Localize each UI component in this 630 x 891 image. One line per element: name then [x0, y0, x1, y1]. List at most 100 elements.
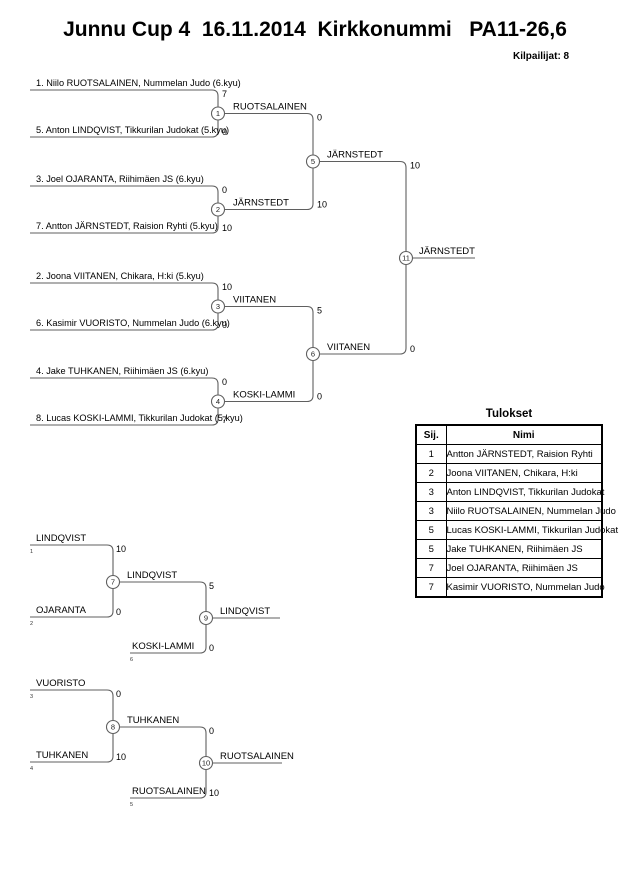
- match-circles: 1 2 3 4 5 6 11 7 9 8 10: [105, 106, 414, 771]
- name-cell: Niilo RUOTSALAINEN, Nummelan Judo: [445, 501, 616, 521]
- champion-name: JÄRNSTEDT: [419, 246, 475, 257]
- table-row: 7 Kasimir VUORISTO, Nummelan Judo: [415, 577, 605, 598]
- name-cell: Kasimir VUORISTO, Nummelan Judo: [445, 577, 605, 598]
- winner-name: RUOTSALAINEN: [233, 102, 307, 113]
- match-number: 7: [111, 578, 115, 587]
- match-score: 10: [222, 282, 232, 292]
- name-cell: Lucas KOSKI-LAMMI, Tikkurilan Judokat: [445, 520, 618, 540]
- placement-cell: 1: [415, 444, 447, 464]
- match-score: 0: [410, 344, 415, 354]
- page-title: Junnu Cup 4 16.11.2014 Kirkkonummi PA11-…: [63, 18, 567, 41]
- winner-name: VIITANEN: [327, 342, 370, 353]
- match-score: 0: [209, 726, 214, 736]
- table-row: 1 Antton JÄRNSTEDT, Raision Ryhti: [415, 444, 603, 464]
- placement-cell: 3: [415, 482, 447, 502]
- column-header-sij: Sij.: [415, 424, 447, 445]
- winner-name: LINDQVIST: [220, 606, 270, 617]
- column-header-nimi: Nimi: [445, 424, 603, 445]
- placement-cell: 3: [415, 501, 447, 521]
- player-name: VUORISTO: [36, 678, 85, 689]
- match-score: 0: [317, 113, 322, 123]
- player-name: 2. Joona VIITANEN, Chikara, H:ki (5.kyu): [36, 271, 204, 281]
- bracket-connector-semi5: [224, 112, 314, 211]
- match-number: 3: [216, 302, 220, 311]
- competitors-count: Kilpailijat: 8: [513, 51, 570, 62]
- placement-cell: 7: [415, 577, 447, 598]
- match-score: 7: [222, 89, 227, 99]
- table-row: 5 Jake TUHKANEN, Riihimäen JS: [415, 539, 603, 559]
- results-table: Sij. Nimi 1 Antton JÄRNSTEDT, Raision Ry…: [415, 424, 618, 598]
- results-panel: Tulokset Sij. Nimi 1 Antton JÄRNSTEDT, R…: [415, 408, 618, 598]
- name-cell: Joel OJARANTA, Riihimäen JS: [445, 558, 603, 578]
- player-name: KOSKI-LAMMI: [132, 641, 194, 652]
- player-name: TUHKANEN: [36, 750, 88, 761]
- table-row: 3 Anton LINDQVIST, Tikkurilan Judokat: [415, 482, 604, 502]
- match-score: 0: [116, 689, 121, 699]
- source-match-ref: 5: [130, 802, 133, 808]
- player-name: 4. Jake TUHKANEN, Riihimäen JS (6.kyu): [36, 366, 208, 376]
- winner-name: JÄRNSTEDT: [327, 150, 383, 161]
- placement-cell: 2: [415, 463, 447, 483]
- player-name: 7. Antton JÄRNSTEDT, Raision Ryhti (5.ky…: [36, 221, 218, 231]
- winner-name: TUHKANEN: [127, 715, 179, 726]
- player-name: OJARANTA: [36, 605, 87, 616]
- winner-name: KOSKI-LAMMI: [233, 390, 295, 401]
- source-match-ref: 4: [30, 766, 33, 772]
- match-score: 10: [410, 161, 420, 171]
- winner-name: RUOTSALAINEN: [220, 751, 294, 762]
- bracket-connector-semi6: [224, 305, 314, 403]
- source-match-ref: 1: [30, 549, 33, 555]
- source-match-ref: 6: [130, 657, 133, 663]
- repechage-a-connector-match7: [30, 544, 114, 618]
- bracket-connector-match3: [30, 282, 219, 331]
- match-number: 11: [402, 254, 410, 263]
- table-row: 7 Joel OJARANTA, Riihimäen JS: [415, 558, 603, 578]
- match-score: 0: [116, 607, 121, 617]
- player-name: 5. Anton LINDQVIST, Tikkurilan Judokat (…: [36, 125, 229, 135]
- name-cell: Joona VIITANEN, Chikara, H:ki: [445, 463, 603, 483]
- match-score: 5: [317, 306, 322, 316]
- match-score: 10: [222, 223, 232, 233]
- winner-name: JÄRNSTEDT: [233, 198, 289, 209]
- match-number: 6: [311, 350, 315, 359]
- name-cell: Jake TUHKANEN, Riihimäen JS: [445, 539, 603, 559]
- winner-name: VIITANEN: [233, 295, 276, 306]
- match-score: 5: [209, 581, 214, 591]
- match-score: 0: [317, 392, 322, 402]
- match-score: 0: [209, 643, 214, 653]
- source-match-ref: 2: [30, 621, 33, 627]
- match-number: 5: [311, 157, 315, 166]
- match-score: 10: [209, 788, 219, 798]
- name-cell: Antton JÄRNSTEDT, Raision Ryhti: [445, 444, 603, 464]
- results-header-row: Sij. Nimi: [415, 424, 603, 445]
- repechage-b-connector-match10: [119, 726, 282, 799]
- match-number: 1: [216, 109, 220, 118]
- bracket-connector-match2: [30, 185, 219, 234]
- match-number: 8: [111, 723, 115, 732]
- player-name: 6. Kasimir VUORISTO, Nummelan Judo (6.ky…: [36, 318, 230, 328]
- match-number: 9: [204, 614, 208, 623]
- source-match-ref: 3: [30, 694, 33, 700]
- match-score: 10: [116, 752, 126, 762]
- match-number: 2: [216, 205, 220, 214]
- match-score: 0: [222, 320, 227, 330]
- match-score: 0: [222, 127, 227, 137]
- table-row: 2 Joona VIITANEN, Chikara, H:ki: [415, 463, 603, 483]
- match-score: 0: [222, 185, 227, 195]
- name-cell: Anton LINDQVIST, Tikkurilan Judokat: [445, 482, 604, 502]
- match-score: 7: [222, 415, 227, 425]
- match-number: 4: [216, 397, 220, 406]
- table-row: 5 Lucas KOSKI-LAMMI, Tikkurilan Judokat: [415, 520, 618, 540]
- match-number: 10: [202, 759, 210, 768]
- table-row: 3 Niilo RUOTSALAINEN, Nummelan Judo: [415, 501, 616, 521]
- player-name: LINDQVIST: [36, 533, 86, 544]
- repechage-a-connector-match9: [119, 581, 280, 654]
- match-score: 10: [116, 544, 126, 554]
- player-name: 1. Niilo RUOTSALAINEN, Nummelan Judo (6.…: [36, 78, 241, 88]
- player-name: 3. Joel OJARANTA, Riihimäen JS (6.kyu): [36, 174, 204, 184]
- match-score: 10: [317, 200, 327, 210]
- player-name: 8. Lucas KOSKI-LAMMI, Tikkurilan Judokat…: [36, 413, 243, 423]
- match-score: 0: [222, 377, 227, 387]
- bracket-connector-final: [319, 160, 475, 355]
